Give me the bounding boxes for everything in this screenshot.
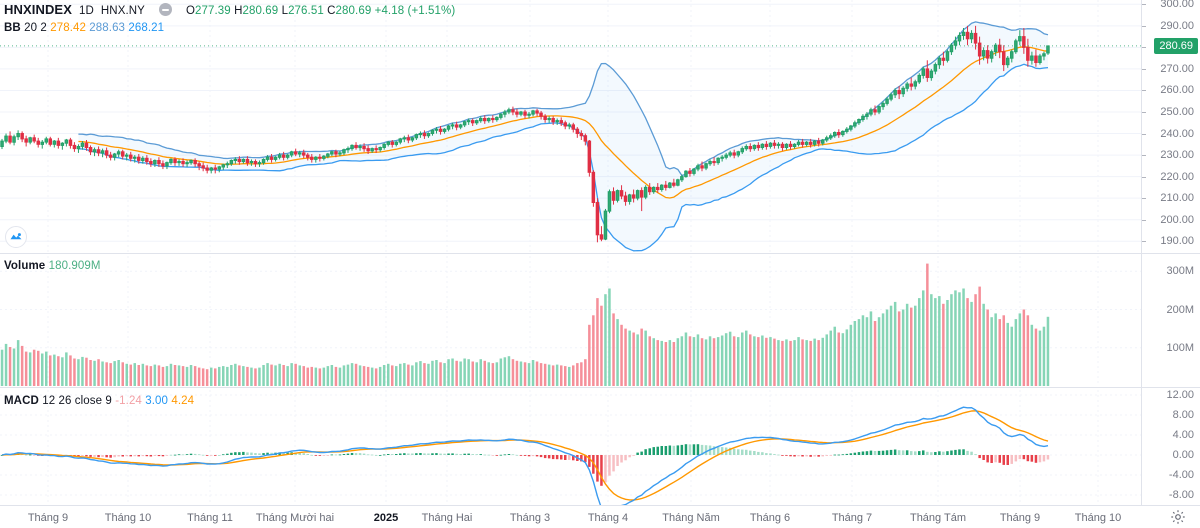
price-tick-mark <box>1142 133 1146 135</box>
price-axis[interactable]: 300.00290.00280.00270.00260.00250.00240.… <box>1142 0 1200 252</box>
bb-basis-value: 278.42 <box>50 22 86 34</box>
exchange-label[interactable]: HNX.NY <box>100 5 145 17</box>
macd-tick: -8.00 <box>1168 489 1194 501</box>
time-tick-label: Tháng Mười hai <box>255 512 335 524</box>
bb-upper-value: 288.63 <box>89 22 126 34</box>
cloud-logo-icon <box>5 226 27 248</box>
change-value: +4.18 (+1.51%) <box>374 5 456 17</box>
time-tick-label: Tháng 7 <box>831 512 873 524</box>
macd-tick: 0.00 <box>1172 449 1194 461</box>
macd-tick: -4.00 <box>1168 469 1194 481</box>
last-price-badge[interactable]: 280.69 <box>1154 37 1198 54</box>
high-value: 280.69 <box>242 5 279 17</box>
ohlc-values: O277.39 H280.69 L276.51 C280.69 +4.18 (+… <box>186 5 455 17</box>
open-value: 277.39 <box>195 5 231 17</box>
price-tick: 260.00 <box>1160 84 1194 97</box>
time-tick-label: Tháng 10 <box>1074 512 1122 524</box>
time-tick-label: Tháng Tám <box>909 512 967 524</box>
time-tick-label: Tháng 6 <box>749 512 791 524</box>
gear-icon[interactable] <box>1170 509 1186 525</box>
price-tick-mark <box>1142 68 1146 70</box>
low-value: 276.51 <box>288 5 324 17</box>
symbol-name[interactable]: HNXINDEX <box>4 2 72 17</box>
macd-signal-value: 4.24 <box>171 395 195 407</box>
volume-label: Volume <box>4 260 46 272</box>
macd-tick: 8.00 <box>1172 409 1194 421</box>
time-tick-label: Tháng 9 <box>27 512 69 524</box>
time-tick-label: 2025 <box>373 512 399 524</box>
volume-axis[interactable]: 300M 200M 100M <box>1142 256 1200 386</box>
volume-tick: 300M <box>1166 265 1194 278</box>
price-tick: 300.00 <box>1160 0 1194 11</box>
price-tick: 190.00 <box>1160 235 1194 248</box>
bb-lower-value: 268.21 <box>128 22 165 34</box>
pane-divider-1 <box>0 253 1200 254</box>
macd-hist-value: -1.24 <box>115 395 142 407</box>
price-tick: 270.00 <box>1160 62 1194 75</box>
volume-tick: 200M <box>1166 303 1194 316</box>
volume-value: 180.909M <box>48 260 101 272</box>
macd-line-value: 3.00 <box>145 395 169 407</box>
macd-axis[interactable]: 12.00 8.00 4.00 0.00 -4.00 -8.00 <box>1142 389 1200 505</box>
axis-separator <box>1141 0 1142 528</box>
time-tick-label: Tháng 4 <box>587 512 629 524</box>
bb-name: BB <box>4 22 21 34</box>
bollinger-legend[interactable]: BB 20 2 278.42 288.63 268.21 <box>4 21 164 35</box>
price-pane[interactable] <box>0 0 1142 252</box>
macd-label: MACD <box>4 395 39 407</box>
time-axis[interactable]: Tháng 9 Tháng 10 Tháng 11 Tháng Mười hai 202… <box>0 505 1200 528</box>
price-tick: 240.00 <box>1160 127 1194 140</box>
price-tick-mark <box>1142 176 1146 178</box>
price-tick: 250.00 <box>1160 106 1194 118</box>
volume-legend[interactable]: Volume 180.909M <box>4 259 101 273</box>
volume-pane[interactable] <box>0 256 1142 386</box>
price-tick-mark <box>1142 112 1146 113</box>
macd-legend[interactable]: MACD 12 26 close 9 -1.24 3.00 4.24 <box>4 394 194 408</box>
time-tick-label: Tháng 9 <box>999 512 1041 524</box>
price-chart-svg <box>0 0 1142 252</box>
price-tick-mark <box>1142 90 1146 92</box>
low-key: L <box>281 5 289 17</box>
time-tick-label: Tháng 10 <box>104 512 152 524</box>
minus-circle-icon[interactable] <box>158 3 172 16</box>
price-tick-mark <box>1142 241 1146 243</box>
macd-chart-svg <box>0 390 1142 505</box>
interval-label[interactable]: 1D <box>78 5 94 17</box>
price-tick: 290.00 <box>1160 19 1194 32</box>
price-tick: 210.00 <box>1160 192 1194 205</box>
bb-params: 20 2 <box>24 22 47 34</box>
close-key: C <box>327 5 336 17</box>
symbol-legend: HNXINDEX 1D HNX.NY O277.39 H280.69 L276.51 … <box>4 3 455 18</box>
price-tick-mark <box>1142 155 1146 157</box>
time-tick-label: Tháng 3 <box>509 512 551 524</box>
macd-tick: 4.00 <box>1172 429 1194 441</box>
time-tick-label: Tháng 11 <box>187 512 233 524</box>
time-tick-label: Tháng Hai <box>421 512 473 524</box>
price-tick-mark <box>1142 4 1146 6</box>
price-tick-mark <box>1142 198 1146 200</box>
price-tick: 230.00 <box>1160 149 1194 162</box>
macd-tick: 12.00 <box>1166 389 1194 401</box>
volume-chart-svg <box>0 256 1142 386</box>
price-tick: 200.00 <box>1160 213 1194 226</box>
price-tick-mark <box>1142 219 1146 221</box>
time-tick-label: Tháng Năm <box>662 512 720 524</box>
volume-tick: 100M <box>1166 341 1194 354</box>
pane-divider-2 <box>0 387 1200 388</box>
high-key: H <box>234 5 243 17</box>
price-tick-mark <box>1142 25 1146 27</box>
macd-pane[interactable] <box>0 390 1142 505</box>
price-tick-mark <box>1142 47 1146 49</box>
price-tick: 220.00 <box>1160 170 1194 183</box>
macd-params: 12 26 close 9 <box>42 395 112 407</box>
close-value: 280.69 <box>335 5 372 17</box>
open-key: O <box>185 5 195 17</box>
